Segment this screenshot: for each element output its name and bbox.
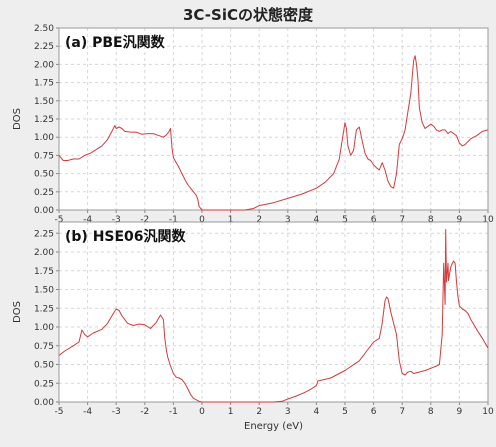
y-tick-label: 2.50 [34,24,54,34]
x-tick-label: 2 [256,215,262,225]
y-tick-label: 1.25 [34,304,54,314]
plot-area [59,28,488,210]
x-tick-label: -1 [169,215,178,225]
y-tick-label: 1.50 [34,97,54,107]
x-tick-label: -1 [169,407,178,417]
y-tick-label: 2.00 [34,248,54,258]
x-tick-label: -4 [83,215,92,225]
x-tick-label: 5 [342,215,348,225]
x-tick-label: -2 [140,215,149,225]
y-tick-label: 0.25 [34,188,54,198]
x-tick-label: 0 [199,407,205,417]
panel-title: (b) HSE06汎関数 [65,228,187,245]
x-tick-label: 1 [228,215,234,225]
y-tick-label: 1.25 [34,115,54,125]
y-axis-label: DOS [12,301,23,323]
x-tick-label: 4 [314,215,320,225]
x-tick-label: 0 [199,215,205,225]
chart-panel-a: -5 -4 -3 -2 -1 0 1 2 3 4 5 6 7 8 9 10 0.00 0.25 0.50 0.75 1.… [12,24,494,225]
chart-title: 3C-SiCの状態密度 [183,6,314,24]
dos-series-line [58,229,489,403]
y-tick-label: 2.00 [34,60,54,70]
x-tick-label: 6 [371,407,377,417]
y-tick-label: 0.50 [34,361,54,371]
x-tick-label: 5 [342,407,348,417]
y-tick-label: 0.00 [34,398,54,408]
panel-title: (a) PBE汎関数 [65,34,166,51]
y-tick-label: 1.75 [34,267,54,277]
x-tick-label: 8 [428,407,434,417]
plot-area [59,222,488,402]
x-tick-label: 10 [482,215,494,225]
x-tick-label: 7 [399,215,405,225]
x-tick-label: 2 [256,407,262,417]
x-tick-label: 8 [428,215,434,225]
x-tick-label: 9 [457,215,463,225]
y-tick-label: 1.00 [34,323,54,333]
plot-border [58,27,489,211]
x-axis-label: Energy (eV) [244,421,303,432]
y-tick-label: 2.25 [34,42,54,52]
chart-panel-b: -5 -4 -3 -2 -1 0 1 2 3 4 5 6 7 8 9 10 0.00 0.25 0.50 0.75 1.… [12,221,494,432]
x-tick-label: -3 [112,215,121,225]
x-tick-label: 9 [457,407,463,417]
x-tick-label: 1 [228,407,234,417]
dos-series-line [58,55,489,211]
y-axis-label: DOS [12,108,23,130]
y-tick-label: 0.75 [34,342,54,352]
y-tick-label: 1.75 [34,79,54,89]
y-tick-label: 0.50 [34,170,54,180]
x-tick-label: 10 [482,407,494,417]
y-tick-label: 0.75 [34,151,54,161]
x-tick-label: 7 [399,407,405,417]
y-tick-label: 2.25 [34,229,54,239]
x-tick-label: -5 [55,215,64,225]
x-tick-label: 3 [285,215,291,225]
x-tick-label: 4 [314,407,320,417]
y-tick-label: 1.00 [34,133,54,143]
x-tick-label: -5 [55,407,64,417]
x-tick-label: 3 [285,407,291,417]
y-tick-label: 0.00 [34,206,54,216]
x-tick-label: -4 [83,407,92,417]
x-tick-label: -3 [112,407,121,417]
x-tick-label: 6 [371,215,377,225]
y-tick-label: 0.25 [34,379,54,389]
x-tick-label: -2 [140,407,149,417]
y-tick-label: 1.50 [34,286,54,296]
